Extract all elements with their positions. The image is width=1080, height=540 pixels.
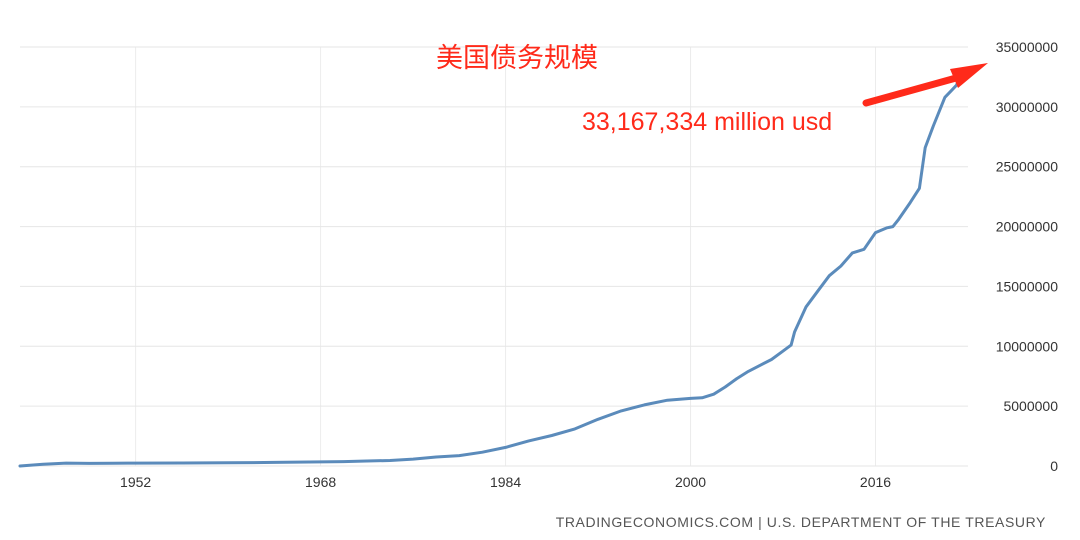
x-axis-ticks: 1952 1968 1984 2000 2016 [120, 474, 891, 490]
value-annotation: 33,167,334 million usd [582, 108, 833, 136]
y-tick-label: 30000000 [996, 99, 1059, 115]
x-tick-label: 2000 [675, 474, 706, 490]
arrow-head [950, 63, 988, 88]
x-tick-label: 1968 [305, 474, 336, 490]
vertical-gridlines [135, 47, 877, 466]
y-tick-label: 10000000 [996, 338, 1059, 354]
arrow-shaft [862, 74, 960, 107]
chart-title: 美国债务规模 [436, 43, 598, 74]
source-credit: TRADINGECONOMICS.COM | U.S. DEPARTMENT O… [555, 514, 1046, 530]
series-line [18, 67, 965, 468]
x-tick-label: 2016 [860, 474, 891, 490]
x-tick-label: 1984 [490, 474, 521, 490]
horizontal-gridlines [20, 46, 968, 467]
y-tick-label: 0 [1050, 458, 1058, 474]
y-tick-label: 5000000 [1003, 398, 1058, 414]
y-tick-label: 20000000 [996, 219, 1059, 235]
y-axis-ticks: 0 5000000 10000000 15000000 20000000 25000000… [996, 39, 1059, 474]
y-tick-label: 25000000 [996, 159, 1059, 175]
x-tick-label: 1952 [120, 474, 151, 490]
y-tick-label: 15000000 [996, 278, 1059, 294]
y-tick-label: 35000000 [996, 39, 1059, 55]
annotation-arrow [862, 63, 988, 107]
